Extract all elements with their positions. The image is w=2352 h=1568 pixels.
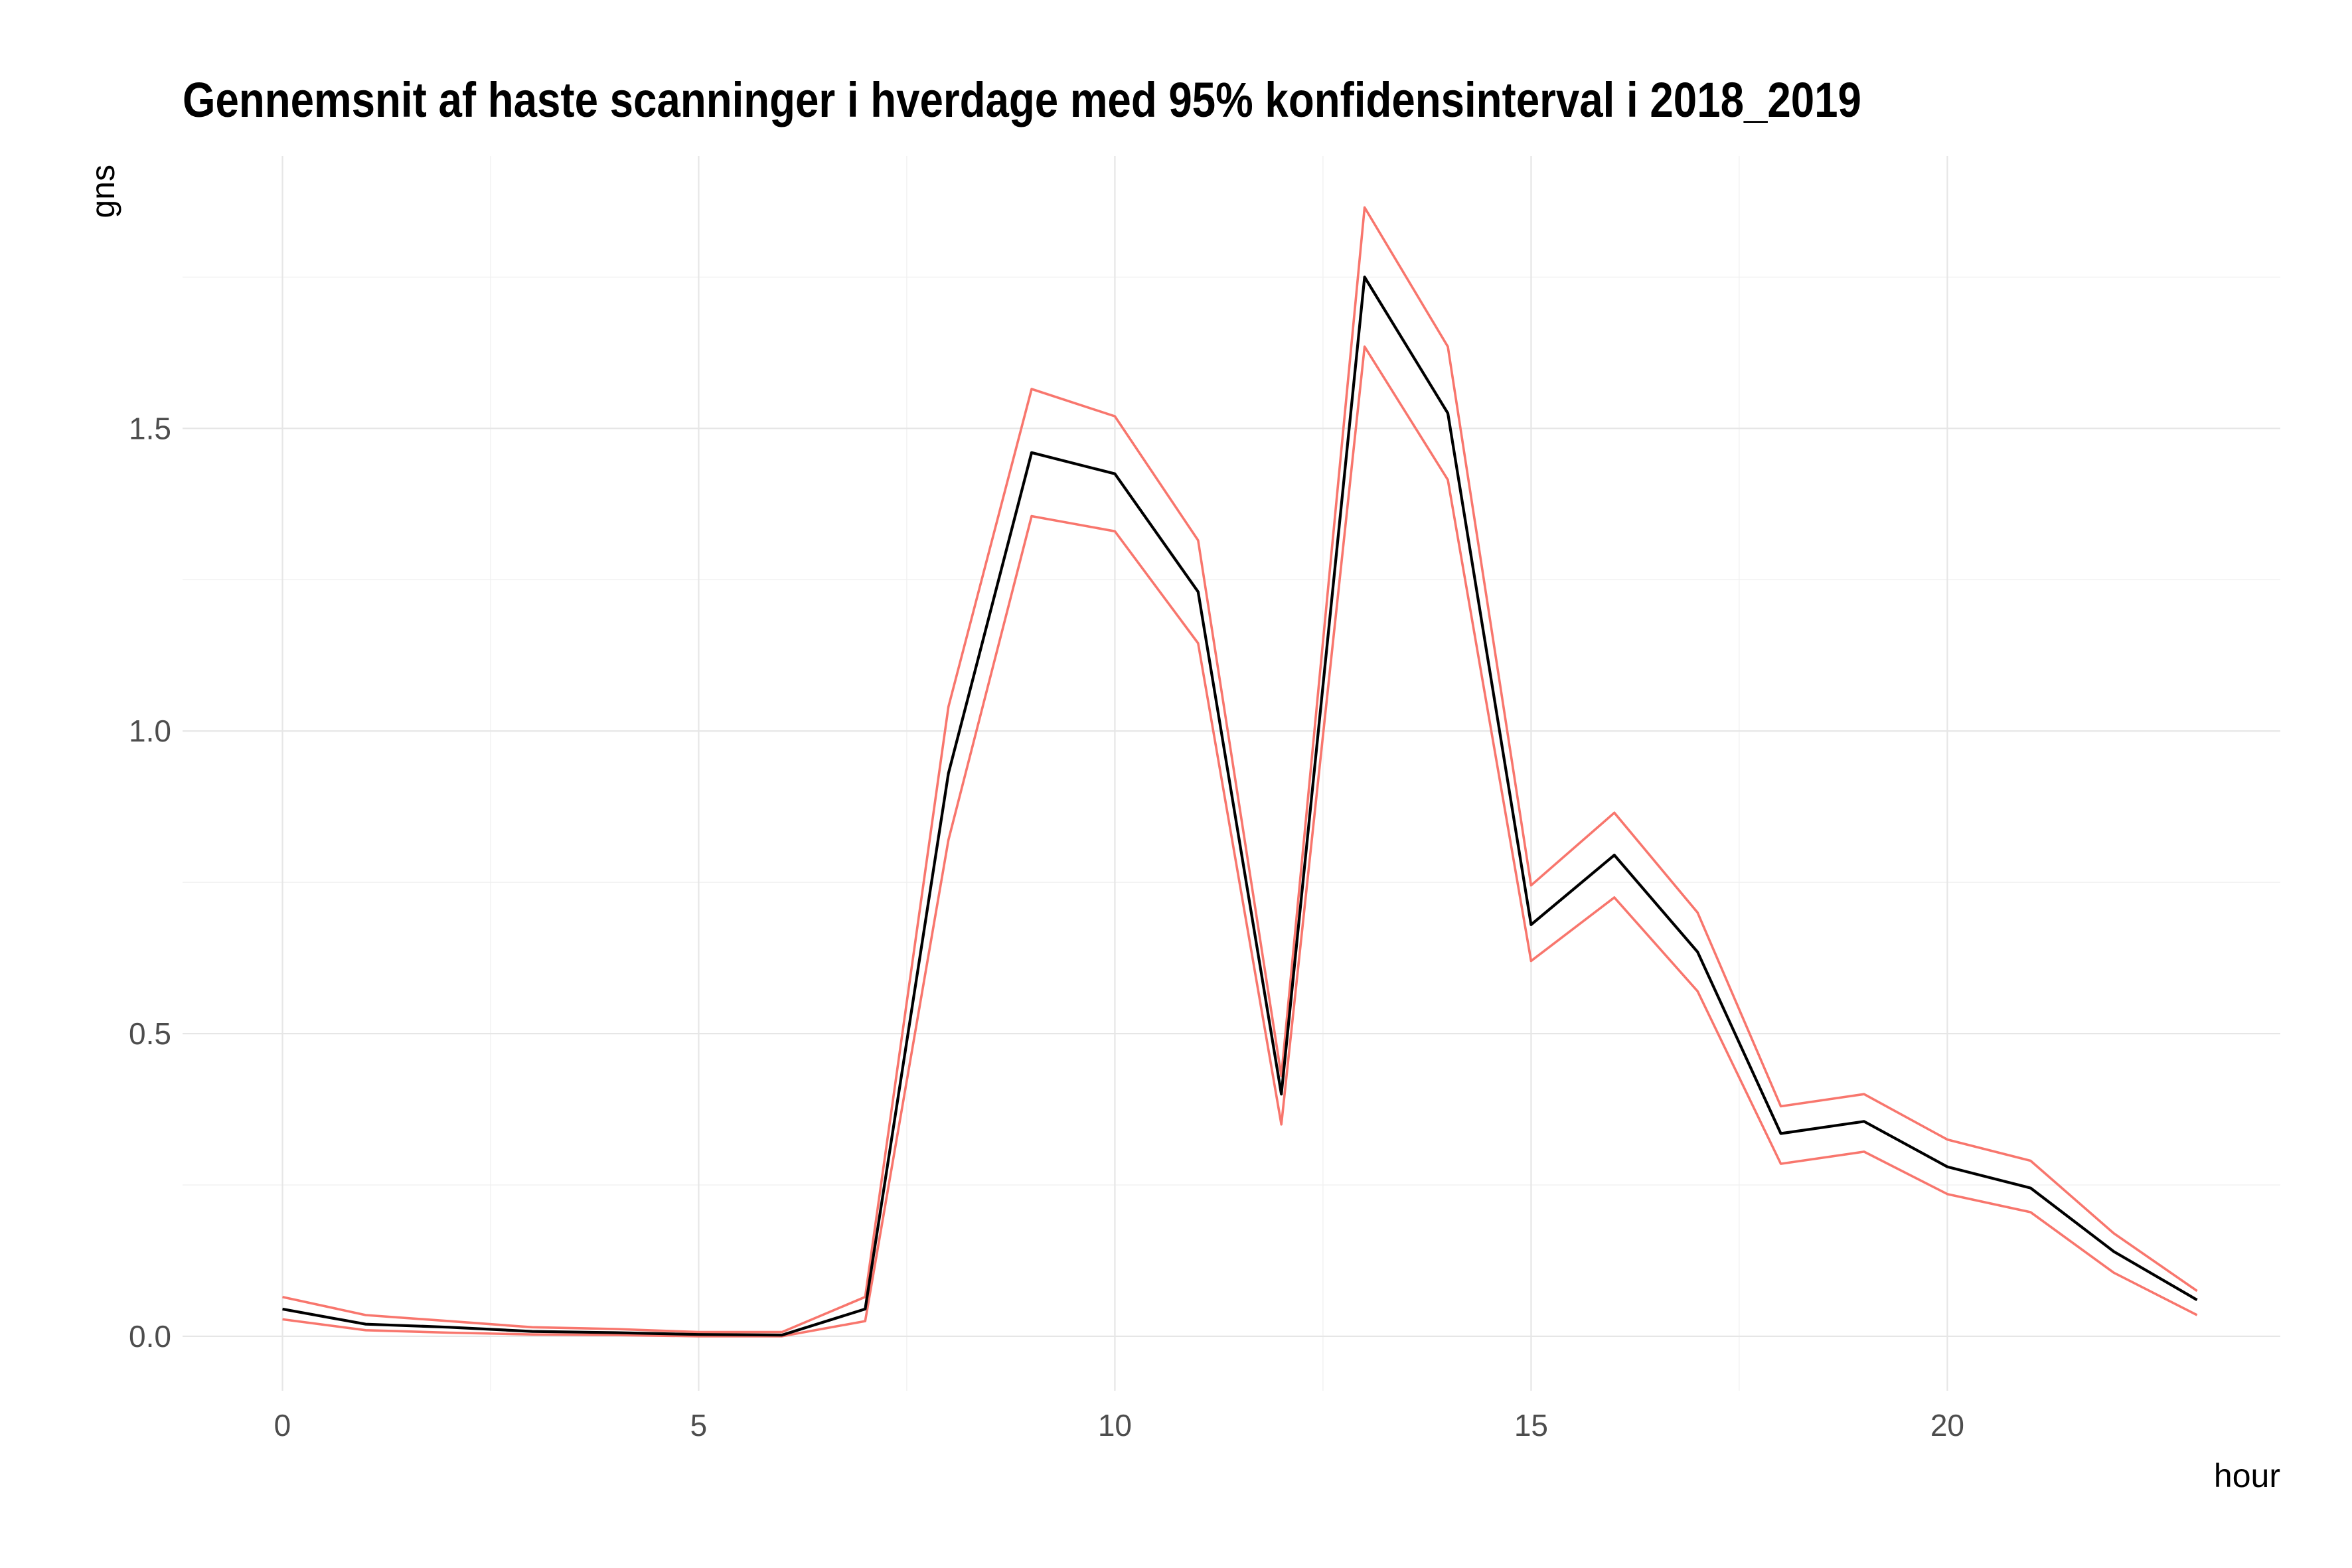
x-tick-labels: 0 5 10 15 20 bbox=[274, 1408, 1964, 1443]
y-tick-labels: 0.0 0.5 1.0 1.5 bbox=[129, 411, 171, 1354]
x-tick-label: 5 bbox=[690, 1408, 708, 1443]
grid-major bbox=[183, 156, 2280, 1391]
series-layer bbox=[282, 206, 2198, 1338]
series-line-upper bbox=[282, 206, 2198, 1334]
y-tick-label: 1.0 bbox=[129, 714, 171, 748]
y-tick-label: 0.5 bbox=[129, 1016, 171, 1051]
y-tick-label: 1.5 bbox=[129, 411, 171, 445]
series-line-mean bbox=[282, 275, 2198, 1337]
y-axis-label: gns bbox=[84, 165, 121, 218]
grid-minor bbox=[183, 156, 2280, 1391]
x-tick-label: 10 bbox=[1098, 1408, 1132, 1443]
x-tick-label: 0 bbox=[274, 1408, 291, 1443]
series-line-lower bbox=[282, 345, 2198, 1338]
x-tick-label: 20 bbox=[1930, 1408, 1964, 1443]
chart-title: Gennemsnit af haste scanninger i hverdag… bbox=[183, 72, 1861, 127]
y-tick-label: 0.0 bbox=[129, 1319, 171, 1354]
x-tick-label: 15 bbox=[1514, 1408, 1548, 1443]
x-axis-label: hour bbox=[2214, 1457, 2280, 1494]
